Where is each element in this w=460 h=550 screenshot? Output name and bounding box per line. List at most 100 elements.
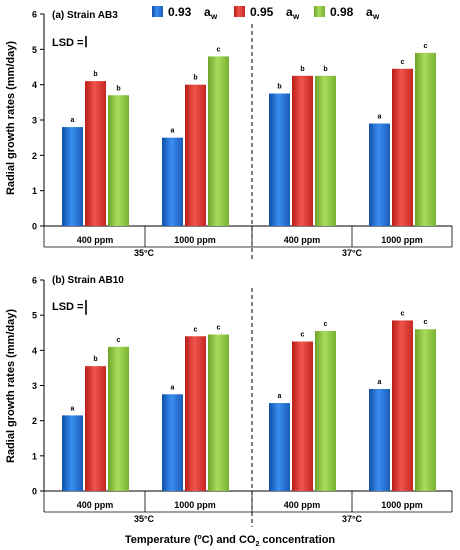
bar-098 — [315, 75, 336, 226]
significance-letter: c — [301, 332, 305, 339]
legend-swatch-095 — [234, 6, 245, 17]
significance-letter: b — [93, 356, 97, 363]
y-tick-label: 0 — [32, 222, 37, 232]
significance-letter: b — [193, 75, 197, 82]
bar-095 — [392, 320, 413, 491]
lsd-label: LSD = — [52, 37, 83, 49]
y-tick-label: 2 — [32, 416, 37, 426]
significance-letter: b — [93, 71, 97, 78]
legend-sub-095: w — [292, 12, 300, 21]
y-axis-label: Radial growth rates (mm/day) — [5, 41, 17, 195]
legend-sub-093: w — [210, 12, 218, 21]
y-axis-label: Radial growth rates (mm/day) — [5, 309, 17, 463]
significance-letter: c — [217, 325, 221, 332]
significance-letter: c — [217, 46, 221, 53]
legend-swatch-098 — [314, 6, 325, 17]
significance-letter: a — [171, 128, 175, 135]
temperature-label: 37°C — [342, 248, 363, 258]
y-tick-label: 6 — [32, 10, 37, 20]
bar-093 — [269, 403, 290, 491]
bar-093 — [269, 93, 290, 226]
y-tick-label: 4 — [32, 346, 37, 356]
significance-letter: b — [300, 66, 304, 73]
significance-letter: c — [401, 310, 405, 317]
bar-098 — [415, 52, 436, 226]
y-tick-label: 3 — [32, 381, 37, 391]
y-tick-label: 0 — [32, 487, 37, 497]
significance-letter: a — [378, 379, 382, 386]
category-label: 1000 ppm — [174, 500, 216, 510]
bar-093 — [162, 137, 183, 226]
significance-letter: c — [117, 337, 121, 344]
significance-letter: c — [194, 326, 198, 333]
lsd-label: LSD = — [52, 301, 83, 313]
panel-strain-ab3: (a) Strain AB3 LSD = Radial growth rates… — [5, 10, 453, 262]
x-axis-label: Temperature (oC) and CO2 concentration — [125, 534, 336, 548]
category-label: 400 ppm — [284, 500, 321, 510]
y-tick-label: 4 — [32, 80, 37, 90]
category-label: 1000 ppm — [381, 235, 423, 245]
bar-095 — [292, 75, 313, 226]
legend-item-095: 0.95 a w — [234, 5, 300, 21]
legend-sub-098: w — [372, 12, 380, 21]
bar-095 — [85, 366, 106, 491]
significance-letter: b — [116, 85, 120, 92]
temperature-label: 35°C — [134, 514, 155, 524]
panel-title: (b) Strain AB10 — [52, 275, 124, 286]
significance-letter: a — [171, 384, 175, 391]
bar-098 — [208, 334, 229, 491]
significance-letter: c — [424, 43, 428, 50]
y-tick-label: 5 — [32, 45, 37, 55]
significance-letter: a — [71, 405, 75, 412]
category-label: 400 ppm — [284, 235, 321, 245]
bar-098 — [208, 56, 229, 227]
bar-095 — [85, 81, 106, 226]
bar-093 — [62, 127, 83, 226]
legend-value-098: 0.98 — [330, 5, 354, 19]
category-label: 1000 ppm — [174, 235, 216, 245]
temperature-label: 35°C — [134, 248, 155, 258]
bar-093 — [62, 415, 83, 491]
panel-strain-ab10: (b) Strain AB10 LSD = Radial growth rate… — [5, 275, 453, 527]
bar-093 — [369, 389, 390, 491]
category-label: 400 ppm — [77, 500, 114, 510]
bar-093 — [369, 123, 390, 226]
legend-unit-095: a — [286, 5, 293, 19]
bar-098 — [108, 346, 129, 491]
bar-095 — [185, 84, 206, 227]
y-tick-label: 5 — [32, 311, 37, 321]
y-tick-label: 2 — [32, 151, 37, 161]
bar-095 — [185, 336, 206, 491]
panel-title: (a) Strain AB3 — [52, 10, 118, 21]
legend-unit-093: a — [204, 5, 211, 19]
category-label: 400 ppm — [77, 235, 114, 245]
bar-098 — [315, 330, 336, 491]
significance-letter: b — [323, 66, 327, 73]
category-label: 1000 ppm — [381, 500, 423, 510]
legend-value-095: 0.95 — [250, 5, 274, 19]
legend-item-093: 0.93 a w — [152, 5, 218, 21]
legend-value-093: 0.93 — [168, 5, 192, 19]
bar-095 — [292, 341, 313, 491]
y-tick-label: 1 — [32, 451, 37, 461]
legend-item-098: 0.98 a w — [314, 5, 380, 21]
bar-098 — [108, 95, 129, 227]
significance-letter: b — [277, 84, 281, 91]
y-tick-label: 6 — [32, 276, 37, 286]
legend: 0.93 a w 0.95 a w 0.98 a w — [152, 5, 380, 21]
bar-095 — [392, 68, 413, 227]
legend-swatch-093 — [152, 6, 163, 17]
y-tick-label: 3 — [32, 116, 37, 126]
temperature-label: 37°C — [342, 514, 363, 524]
significance-letter: a — [71, 117, 75, 124]
significance-letter: a — [378, 114, 382, 121]
significance-letter: c — [324, 321, 328, 328]
significance-letter: a — [278, 393, 282, 400]
bar-093 — [162, 394, 183, 491]
significance-letter: c — [424, 319, 428, 326]
legend-unit-098: a — [366, 5, 373, 19]
significance-letter: c — [401, 59, 405, 66]
y-tick-label: 1 — [32, 186, 37, 196]
bar-098 — [415, 329, 436, 491]
